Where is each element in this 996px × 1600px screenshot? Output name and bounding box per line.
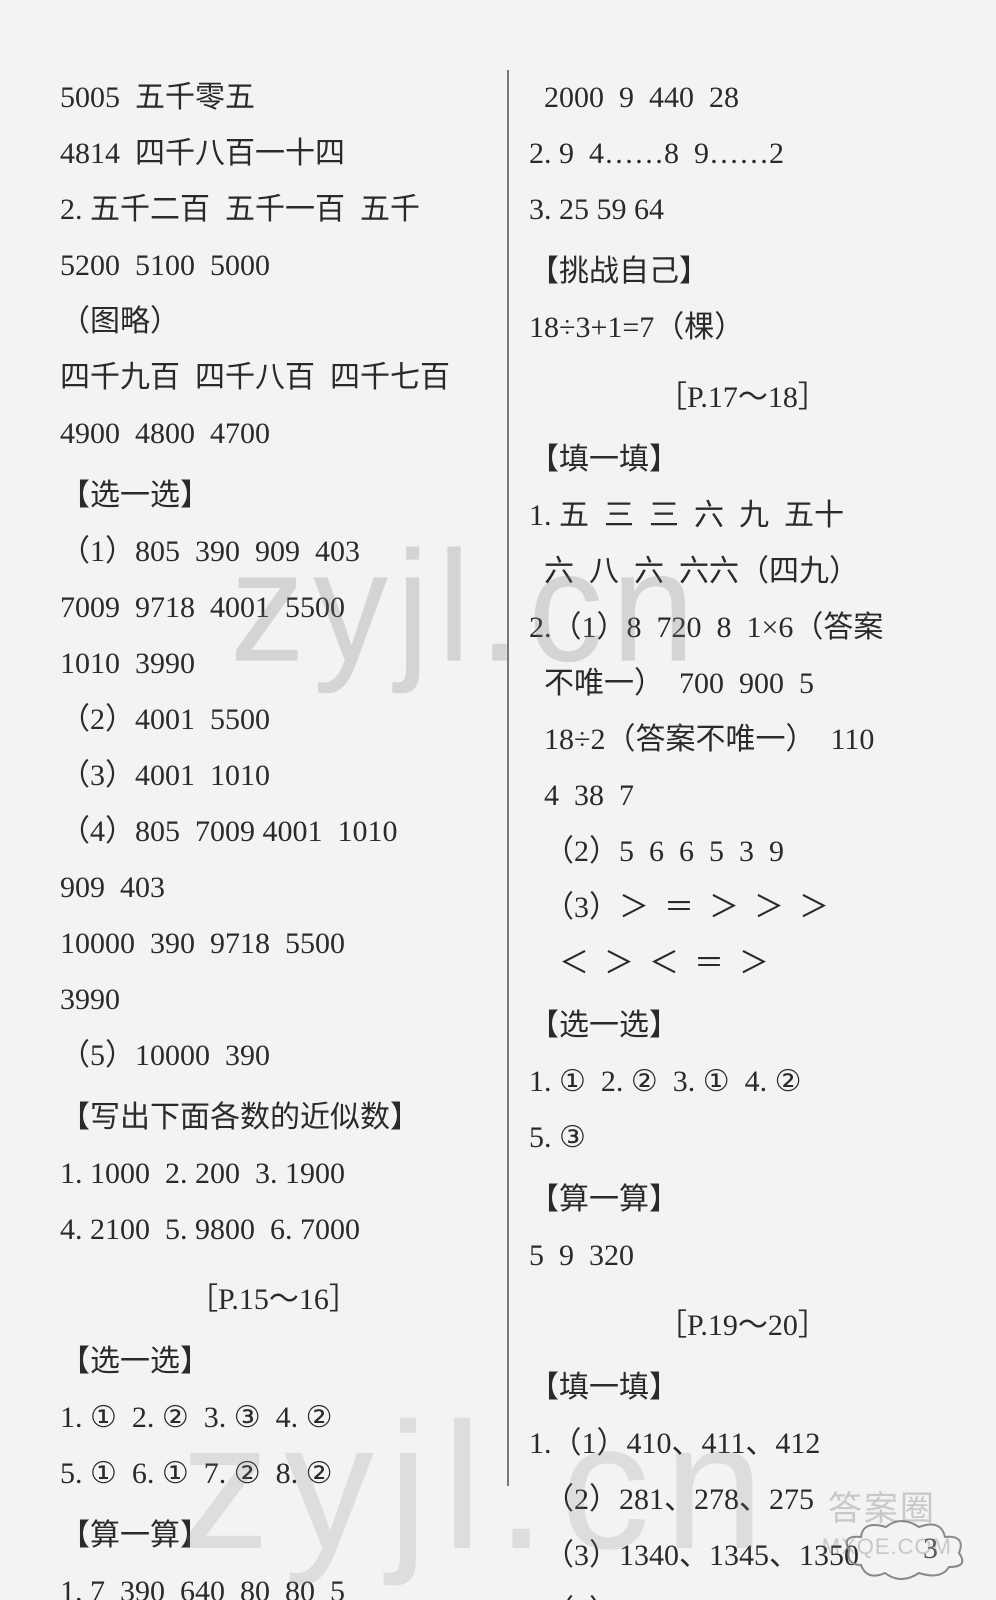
text-line: 909 403 xyxy=(60,860,487,916)
text-line: 1. 五 三 三 六 九 五十 xyxy=(529,488,956,544)
text-line: 1010 3990 xyxy=(60,636,487,692)
text-line: 4 38 7 xyxy=(529,768,956,824)
watermark-logo: 答案圈 xyxy=(828,1481,936,1530)
text-line: 2.（1）8 720 8 1×6（答案 xyxy=(529,600,956,656)
text-line: 不唯一） 700 900 5 xyxy=(529,656,956,712)
text-line: （3）＞ ＝ ＞ ＞ ＞ xyxy=(529,880,956,936)
section-heading-calc: 【算一算】 xyxy=(60,1508,487,1564)
text-line: 六 八 六 六六（四九） xyxy=(529,544,956,600)
section-heading-challenge: 【挑战自己】 xyxy=(529,244,956,300)
page-reference: ［P.15～16］ xyxy=(60,1272,487,1328)
text-line: （3）4001 1010 xyxy=(60,748,487,804)
text-line: 1. ① 2. ② 3. ① 4. ② xyxy=(529,1054,956,1110)
section-heading-fill: 【填一填】 xyxy=(529,432,956,488)
text-line: 5. ① 6. ① 7. ② 8. ② xyxy=(60,1446,487,1502)
watermark-site: MXQE.COM xyxy=(822,1534,952,1560)
right-column: 2000 9 440 28 2. 9 4……8 9……2 3. 25 59 64… xyxy=(511,70,956,1560)
text-line: （2）4001 5500 xyxy=(60,692,487,748)
text-line: （1）805 390 909 403 xyxy=(60,524,487,580)
text-line: 2. 五千二百 五千一百 五千 xyxy=(60,182,487,238)
text-line: 3990 xyxy=(60,972,487,1028)
section-heading-select2: 【选一选】 xyxy=(60,1334,487,1390)
page-root: 5005 五千零五 4814 四千八百一十四 2. 五千二百 五千一百 五千 5… xyxy=(0,0,996,1600)
text-line: 18÷2（答案不唯一） 110 xyxy=(529,712,956,768)
text-line: 2. 9 4……8 9……2 xyxy=(529,126,956,182)
text-line: 1. 1000 2. 200 3. 1900 xyxy=(60,1146,487,1202)
text-line: （图略） xyxy=(60,294,487,350)
text-line: 3. 25 59 64 xyxy=(529,182,956,238)
text-line: 4900 4800 4700 xyxy=(60,406,487,462)
section-heading-approx: 【写出下面各数的近似数】 xyxy=(60,1090,487,1146)
text-line: ＜ ＞ ＜ ＝ ＞ xyxy=(529,936,956,992)
text-line: 1. ① 2. ② 3. ③ 4. ② xyxy=(60,1390,487,1446)
text-line: 1. 7 390 640 80 80 5 xyxy=(60,1564,487,1600)
text-line: （4）805 7009 4001 1010 xyxy=(60,804,487,860)
text-line: 2000 9 440 28 xyxy=(529,70,956,126)
text-line: （5）10000 390 xyxy=(60,1028,487,1084)
text-line: 4. 2100 5. 9800 6. 7000 xyxy=(60,1202,487,1258)
text-line: （2）5 6 6 5 3 9 xyxy=(529,824,956,880)
text-line: 10000 390 9718 5500 xyxy=(60,916,487,972)
text-line: 5. ③ xyxy=(529,1110,956,1166)
section-heading-fill2: 【填一填】 xyxy=(529,1360,956,1416)
section-heading-calc: 【算一算】 xyxy=(529,1172,956,1228)
text-line: 四千九百 四千八百 四千七百 xyxy=(60,350,487,406)
text-line: 1.（1）410、411、412 xyxy=(529,1416,956,1472)
left-column: 5005 五千零五 4814 四千八百一十四 2. 五千二百 五千一百 五千 5… xyxy=(60,70,505,1560)
text-line: 7009 9718 4001 5500 xyxy=(60,580,487,636)
text-line: 5 9 320 xyxy=(529,1228,956,1284)
section-heading-select: 【选一选】 xyxy=(529,998,956,1054)
text-line: 4814 四千八百一十四 xyxy=(60,126,487,182)
text-line: 5200 5100 5000 xyxy=(60,238,487,294)
text-line: 18÷3+1=7（棵） xyxy=(529,300,956,356)
column-divider xyxy=(507,70,509,1486)
section-heading-select: 【选一选】 xyxy=(60,468,487,524)
text-line: 5005 五千零五 xyxy=(60,70,487,126)
page-reference: ［P.19～20］ xyxy=(529,1298,956,1354)
page-reference: ［P.17～18］ xyxy=(529,370,956,426)
text-line: （4）4350、4400、4600 xyxy=(529,1584,956,1600)
